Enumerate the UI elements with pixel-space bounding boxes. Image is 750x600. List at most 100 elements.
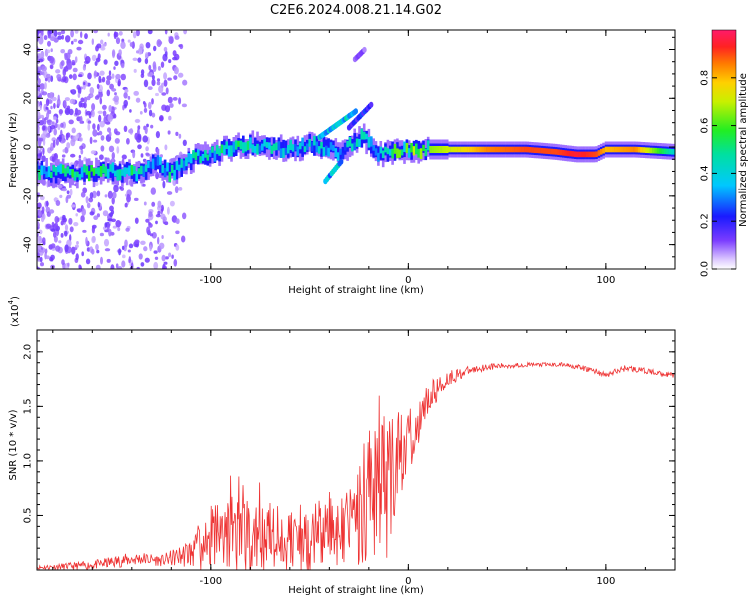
spectrogram-cell (78, 154, 82, 159)
spectrogram-cell (94, 61, 98, 66)
spectrogram-cell (143, 102, 147, 108)
spectrogram-cell (132, 57, 138, 61)
spectrogram-cell (39, 145, 43, 151)
spectrogram-x-tick-label: 0 (405, 275, 411, 286)
spectrogram-cell (261, 143, 264, 151)
spectrogram-cell (89, 94, 94, 98)
spectrogram-cell (181, 103, 187, 108)
spectrogram-cell (82, 65, 86, 71)
spectrogram-cell (49, 55, 54, 64)
spectrogram-cell (633, 146, 636, 153)
spectrogram-cell (422, 144, 425, 151)
spectrogram-cell (275, 142, 278, 151)
spectrogram-cell (178, 187, 183, 191)
spectrogram-cell (80, 31, 83, 38)
spectrogram-cell (308, 138, 311, 147)
spectrogram-cell (590, 151, 593, 158)
spectrogram-cell (82, 229, 87, 233)
spectrogram-cell (47, 125, 51, 132)
spectrogram-panel: -100 0 100 -40 -20 0 20 40 Height of straight … (8, 29, 676, 296)
spectrogram-cell (50, 243, 56, 249)
spectrogram-cell (157, 200, 162, 208)
spectrogram-cell (99, 232, 104, 237)
spectrogram-cell (89, 87, 95, 95)
spectrogram-cell (125, 227, 130, 232)
spectrogram-cell (95, 157, 98, 178)
spectrogram-cell (58, 109, 64, 115)
spectrogram-cell (140, 69, 145, 75)
spectrogram-cell (412, 146, 416, 156)
spectrogram-cell (476, 146, 480, 153)
spectrogram-cell (192, 152, 195, 165)
spectrogram-cell (155, 92, 159, 97)
spectrogram-cell (57, 184, 63, 189)
spectrogram-cell (76, 133, 80, 138)
spectrogram-cell (44, 82, 47, 90)
spectrogram-cell (57, 124, 61, 131)
spectrogram-cell (514, 146, 518, 153)
spectrogram-cell (48, 30, 54, 35)
spectrogram-cell (178, 133, 182, 139)
spectrogram-cell (339, 149, 342, 161)
spectrogram-cell (156, 81, 161, 86)
spectrogram-cell (143, 246, 148, 252)
spectrogram-cell (59, 163, 63, 174)
spectrogram-cell (123, 167, 127, 177)
spectrogram-y-tick-label: 0 (23, 144, 34, 150)
spectrogram-cell (154, 256, 159, 260)
spectrogram-cell (163, 46, 168, 52)
spectrogram-cell (47, 49, 51, 54)
spectrogram-cell (325, 145, 328, 156)
spectrogram-cell (49, 36, 56, 41)
spectrogram-cell (91, 38, 95, 45)
spectrogram-cell (75, 213, 78, 217)
spectrogram-cell (208, 151, 212, 164)
spectrogram-cell (111, 88, 117, 92)
spectrogram-cell (232, 141, 236, 153)
spectrogram-cell (604, 146, 608, 153)
spectrogram-cell (118, 31, 123, 36)
spectrogram-cell (251, 144, 255, 153)
spectrogram-cell (70, 138, 76, 147)
spectrogram-cell (50, 125, 56, 130)
spectrogram-cell (96, 83, 100, 90)
spectrogram-cell (44, 78, 48, 82)
spectrogram-cell (263, 141, 266, 154)
spectrogram-cell (322, 136, 326, 149)
spectrogram-cell (348, 137, 352, 147)
spectrogram-cell (155, 171, 160, 180)
spectrogram-cell (154, 157, 157, 166)
spectrogram-cell (595, 151, 598, 157)
spectrogram-cell (136, 266, 140, 269)
spectrogram-cell (554, 149, 558, 155)
spectrogram-cell (76, 109, 82, 116)
spectrogram-cell (38, 36, 44, 45)
spectrogram-cell (175, 167, 179, 180)
spectrogram-cell (145, 218, 150, 223)
spectrogram-cell (96, 249, 100, 254)
spectrogram-cell (626, 146, 629, 153)
spectrogram-cell (611, 146, 615, 153)
spectrogram-cell (42, 147, 45, 155)
spectrogram-cell (509, 146, 513, 153)
spectrogram-cell (125, 165, 129, 186)
spectrogram-cell (166, 162, 169, 172)
spectrogram-cell (149, 244, 152, 252)
spectrogram-cell (51, 121, 55, 125)
spectrogram-cell (98, 75, 102, 84)
spectrogram-cell (234, 140, 238, 150)
spectrogram-cell (165, 87, 169, 95)
spectrogram-cell (145, 42, 151, 49)
spectrogram-cell (249, 137, 252, 149)
spectrogram-cell (197, 149, 200, 156)
spectrogram-cell (325, 139, 328, 152)
spectrogram-cell (51, 228, 55, 232)
spectrogram-cell (79, 265, 82, 269)
snr-plot-area (37, 330, 675, 570)
spectrogram-cell (76, 46, 82, 51)
spectrogram-cell (122, 254, 126, 259)
spectrogram-cell (64, 146, 69, 154)
spectrogram-cell (448, 146, 451, 153)
spectrogram-cell (268, 142, 271, 150)
spectrogram-cell (144, 126, 148, 135)
